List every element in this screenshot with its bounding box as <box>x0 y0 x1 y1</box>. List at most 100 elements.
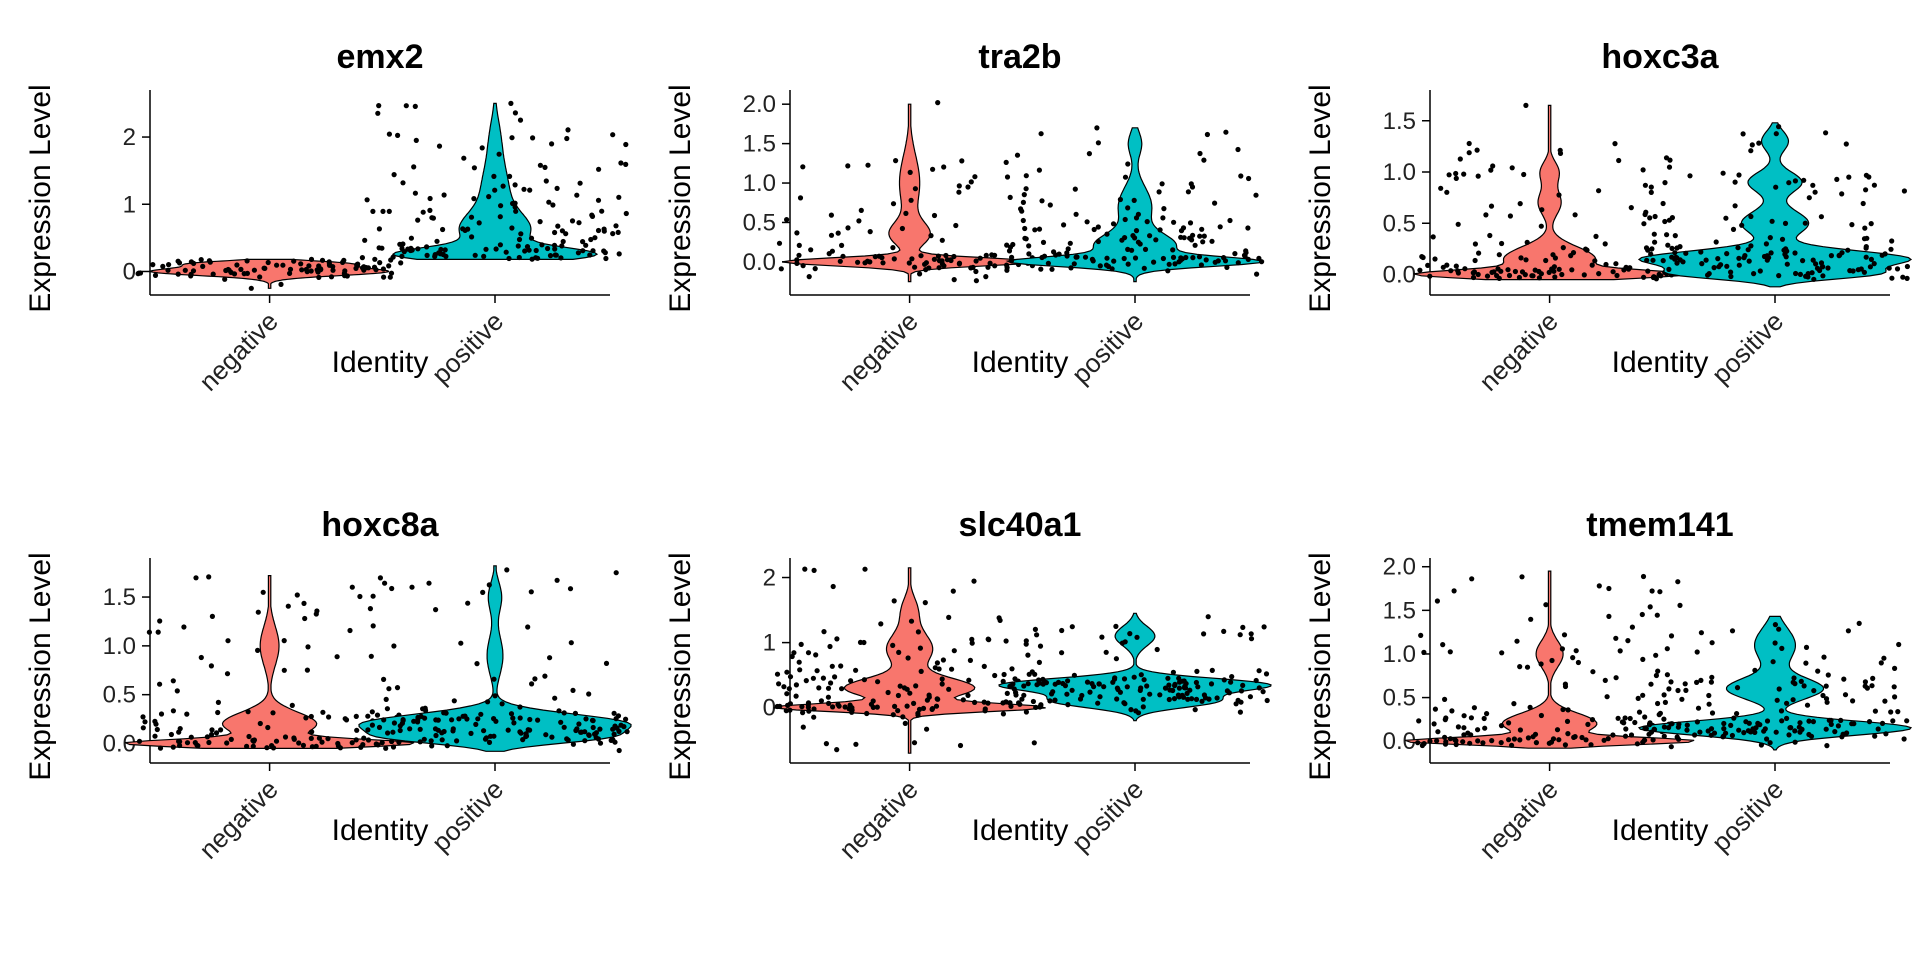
data-point <box>912 186 919 192</box>
data-point <box>590 724 596 731</box>
data-point <box>786 686 792 692</box>
data-point <box>861 677 868 683</box>
data-point <box>386 263 392 269</box>
data-point <box>1559 646 1565 652</box>
data-point <box>1861 269 1867 275</box>
data-point <box>208 663 214 669</box>
data-point <box>931 212 938 219</box>
data-point <box>1782 220 1789 226</box>
data-point <box>1562 681 1568 687</box>
data-point <box>1528 616 1534 622</box>
data-point <box>1562 742 1568 748</box>
data-point <box>1718 262 1724 268</box>
data-point <box>390 744 397 750</box>
data-point <box>320 709 326 715</box>
data-point <box>1523 102 1529 108</box>
data-point <box>1246 175 1252 182</box>
data-point <box>1442 734 1448 740</box>
y-tick-label: 1.5 <box>1383 597 1416 624</box>
data-point <box>1089 256 1095 262</box>
data-point <box>193 575 199 581</box>
data-point <box>308 735 314 742</box>
data-point <box>462 227 468 233</box>
data-point <box>206 258 212 264</box>
data-point <box>175 271 181 277</box>
data-point <box>1097 694 1103 700</box>
data-point <box>1850 698 1856 704</box>
data-point <box>895 692 902 699</box>
data-point <box>570 687 576 694</box>
data-point <box>424 244 430 250</box>
data-point <box>1025 681 1031 687</box>
data-point <box>532 676 538 682</box>
data-point <box>1198 262 1204 268</box>
data-point <box>517 704 523 710</box>
data-point <box>1004 174 1011 180</box>
data-point <box>281 667 287 673</box>
data-point <box>797 667 803 673</box>
data-point <box>471 165 477 171</box>
data-point <box>1573 648 1579 654</box>
data-point <box>1772 640 1778 646</box>
data-point <box>433 607 439 613</box>
data-point <box>613 223 619 229</box>
data-point <box>1034 682 1040 688</box>
data-point <box>1224 264 1230 270</box>
data-point <box>474 661 480 667</box>
data-point <box>1559 271 1565 278</box>
data-point <box>1792 739 1798 745</box>
y-tick-label: 0.5 <box>1383 210 1416 237</box>
data-point <box>1787 725 1793 731</box>
data-point <box>528 235 535 241</box>
data-point <box>1677 602 1683 609</box>
data-point <box>1585 721 1591 728</box>
data-point <box>1103 649 1109 655</box>
data-point <box>451 698 457 704</box>
data-point <box>375 742 381 748</box>
data-point <box>1674 260 1680 266</box>
data-point <box>828 212 835 218</box>
data-point <box>1879 720 1886 727</box>
data-point <box>1462 266 1468 272</box>
y-tick-label: 2 <box>123 124 136 151</box>
data-point <box>486 194 492 200</box>
data-point <box>1810 719 1816 725</box>
data-point <box>319 739 325 745</box>
data-point <box>530 135 536 141</box>
data-point <box>907 690 913 696</box>
data-point <box>309 729 315 735</box>
data-point <box>928 233 934 239</box>
data-point <box>1045 260 1051 266</box>
data-point <box>188 734 194 740</box>
data-point <box>623 716 629 722</box>
data-point <box>826 700 832 707</box>
y-axis-title: Expression Level <box>664 84 697 312</box>
data-point <box>1530 273 1536 279</box>
data-point <box>1672 250 1678 256</box>
data-point <box>1202 695 1209 701</box>
data-point <box>1797 271 1803 277</box>
data-point <box>1427 738 1433 744</box>
data-point <box>1779 645 1785 652</box>
data-point <box>1649 246 1655 252</box>
data-point <box>1890 718 1896 724</box>
data-point <box>1641 274 1647 280</box>
data-point <box>907 169 913 175</box>
data-point <box>908 618 915 624</box>
data-point <box>613 570 619 576</box>
data-point <box>983 274 989 280</box>
data-point <box>1240 624 1246 631</box>
y-tick-label: 1 <box>123 191 136 218</box>
data-point <box>909 256 915 262</box>
data-point <box>1839 191 1845 197</box>
data-point <box>1679 696 1685 702</box>
data-point <box>805 650 812 656</box>
data-point <box>1187 220 1194 226</box>
data-point <box>1190 232 1196 238</box>
data-point <box>1517 201 1523 207</box>
y-axis-title: Expression Level <box>24 84 57 312</box>
data-point <box>1564 718 1571 725</box>
data-point <box>1199 698 1205 704</box>
data-point <box>621 724 627 730</box>
data-point <box>1588 742 1594 748</box>
